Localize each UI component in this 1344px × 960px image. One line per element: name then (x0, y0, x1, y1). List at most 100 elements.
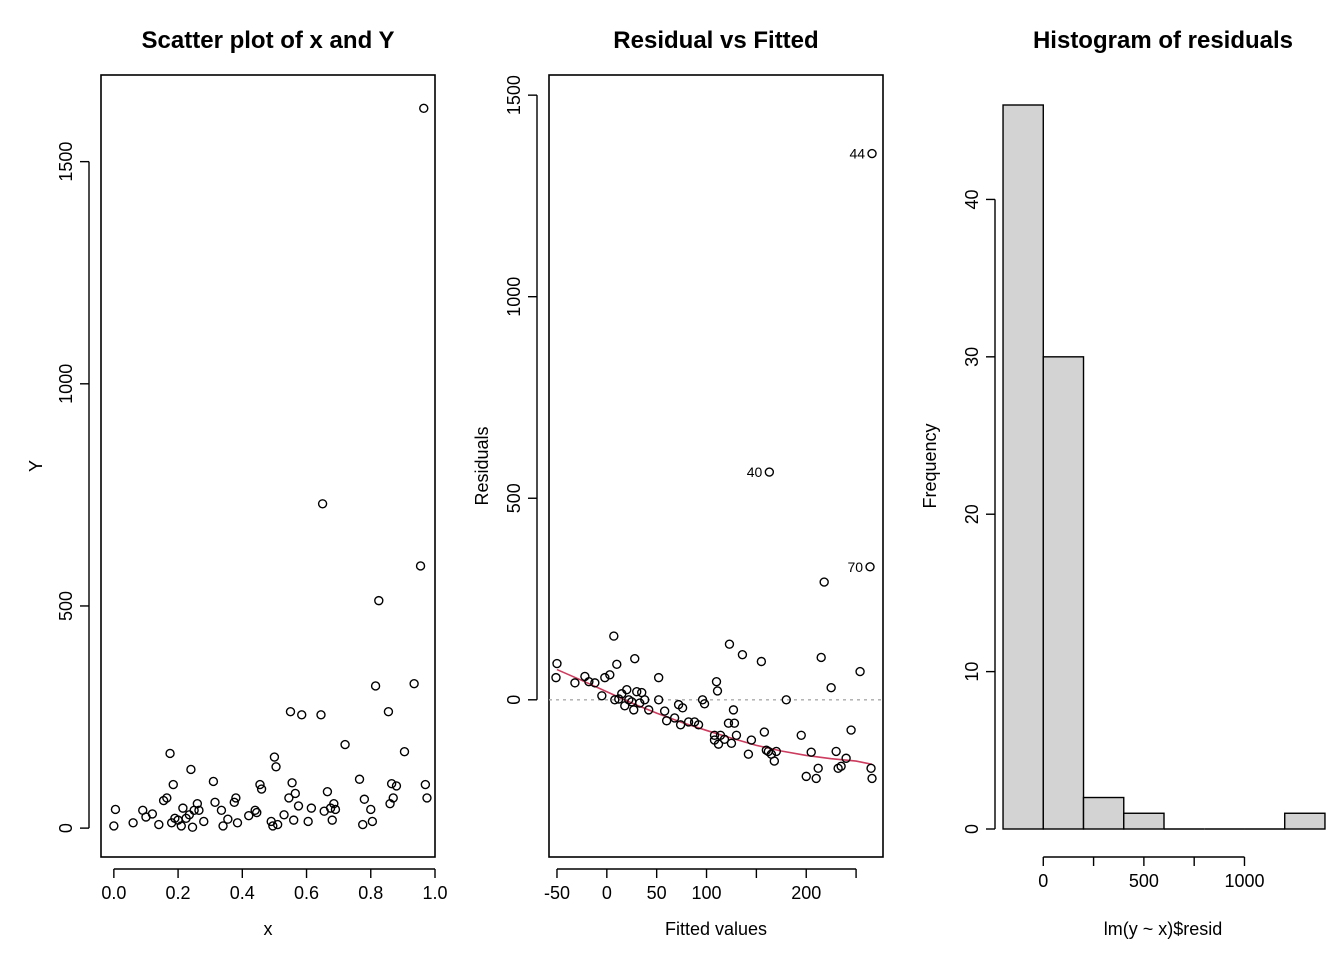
data-point (726, 738, 737, 749)
data-point (329, 798, 339, 809)
data-point (612, 659, 622, 670)
data-point (370, 681, 381, 691)
data-point (367, 816, 378, 827)
data-point (746, 735, 757, 745)
data-point (287, 778, 297, 788)
data-point (675, 720, 686, 730)
data-point (552, 658, 562, 669)
data-point (268, 821, 278, 831)
data-point (570, 678, 580, 688)
data-point (272, 819, 283, 830)
data-point (317, 499, 328, 509)
histogram-bar (1123, 812, 1165, 830)
y-tick-label: 500 (56, 591, 76, 621)
y-tick-label: 40 (962, 189, 982, 209)
y-tick-label: 20 (962, 504, 982, 524)
data-point (391, 781, 402, 791)
data-point (162, 793, 172, 803)
data-point (719, 734, 730, 744)
data-point (846, 725, 856, 735)
data-point (723, 718, 734, 728)
data-point (841, 753, 851, 763)
data-point (229, 797, 239, 808)
data-point (590, 678, 600, 688)
data-point (293, 801, 304, 811)
residual-frame (548, 74, 884, 858)
outlier-label: 40 (747, 464, 763, 480)
data-point (271, 762, 281, 772)
data-point (640, 695, 650, 705)
histogram-panel: Histogram of residuals lm(y ~ x)$resid F… (920, 27, 1326, 939)
data-point (629, 705, 639, 715)
histogram-bar (1082, 796, 1125, 830)
data-point (415, 561, 426, 571)
data-point (709, 730, 720, 740)
data-point (836, 761, 846, 772)
data-point (399, 746, 410, 757)
x-tick-label: 1000 (1224, 871, 1264, 891)
histogram-bar (1284, 812, 1326, 830)
scatter-frame (100, 74, 436, 858)
data-point (419, 103, 429, 114)
data-point (826, 683, 836, 693)
y-tick-label: 10 (962, 662, 982, 682)
x-tick-label: 0.0 (101, 883, 126, 903)
data-point (354, 774, 365, 784)
data-point (128, 818, 138, 828)
histogram-bar (1042, 356, 1085, 830)
data-point (683, 717, 694, 727)
data-point (306, 803, 317, 813)
y-tick-label: 1000 (504, 277, 524, 317)
data-point (713, 739, 724, 749)
data-point (728, 705, 739, 715)
data-point (231, 793, 241, 803)
data-point (210, 797, 220, 808)
data-point (605, 670, 615, 680)
y-tick-label: 1000 (56, 364, 76, 404)
data-point (218, 821, 228, 831)
data-point (383, 707, 394, 717)
data-point (194, 805, 204, 816)
data-point (819, 577, 829, 587)
data-point (669, 713, 680, 723)
x-tick-label: 1.0 (422, 883, 447, 903)
data-point (244, 810, 254, 821)
data-point (644, 705, 654, 715)
histogram-title: Histogram of residuals (1033, 27, 1293, 54)
x-tick-label: 0 (602, 883, 612, 903)
data-point (176, 821, 186, 831)
data-point (340, 739, 350, 750)
x-tick-label: 200 (791, 883, 821, 903)
data-point (867, 148, 877, 159)
data-point (359, 794, 370, 804)
data-point (168, 779, 178, 790)
data-point (422, 793, 432, 803)
residual-x-label: Fitted values (665, 919, 767, 939)
data-point (712, 686, 723, 696)
smooth-trend-line (556, 668, 873, 766)
data-point (610, 695, 620, 705)
scatter-panel: Scatter plot of x and Y x Y 0.0 0.2 0.4 0.6… (26, 27, 448, 939)
x-tick-label: 50 (647, 883, 667, 903)
scatter-title: Scatter plot of x and Y (142, 27, 395, 54)
y-tick-label: 1500 (504, 75, 524, 115)
data-point (322, 786, 333, 797)
data-point (109, 821, 119, 831)
data-point (252, 807, 262, 818)
data-point (147, 809, 158, 819)
data-point (551, 672, 561, 683)
scatter-x-label: x (264, 919, 273, 939)
data-point (178, 803, 188, 813)
y-tick-label: 0 (504, 695, 524, 705)
outlier-label: 70 (847, 559, 863, 575)
data-point (154, 819, 164, 830)
data-point (653, 672, 664, 683)
x-tick-label: 0.2 (166, 883, 191, 903)
data-point (855, 666, 865, 677)
outlier-label: 44 (849, 146, 865, 162)
residual-y-label: Residuals (472, 426, 492, 505)
data-point (110, 804, 121, 815)
data-point (759, 727, 770, 737)
data-point (831, 746, 841, 757)
